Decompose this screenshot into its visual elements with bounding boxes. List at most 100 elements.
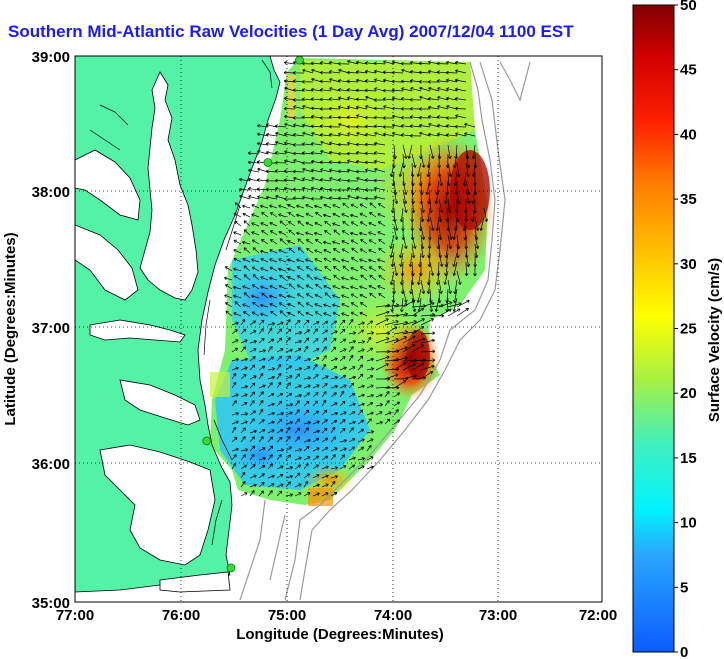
velocity-arrow <box>427 114 440 119</box>
velocity-arrow <box>294 456 302 461</box>
velocity-arrow <box>301 161 314 165</box>
velocity-arrow <box>341 294 350 299</box>
velocity-arrow <box>390 252 395 268</box>
velocity-arrow <box>231 366 239 371</box>
velocity-arrow <box>341 276 350 281</box>
velocity-arrow <box>342 202 350 209</box>
velocity-arrow <box>339 400 346 407</box>
velocity-arrow <box>330 447 338 452</box>
velocity-arrow <box>357 321 365 326</box>
velocity-arrow <box>330 411 338 416</box>
velocity-arrow <box>419 95 431 101</box>
velocity-arrow <box>274 178 287 183</box>
velocity-arrow <box>375 310 390 317</box>
velocity-arrow <box>368 231 377 236</box>
velocity-arrow <box>258 408 264 416</box>
velocity-arrow <box>312 392 319 398</box>
velocity-arrow <box>337 160 350 165</box>
velocity-arrow <box>409 97 422 102</box>
velocity-arrow <box>330 392 337 398</box>
velocity-arrow <box>378 265 386 272</box>
velocity-arrow <box>366 456 374 461</box>
velocity-arrow <box>249 410 256 416</box>
velocity-arrow <box>465 153 471 168</box>
velocity-arrow <box>348 438 356 443</box>
radar-station-marker <box>202 436 212 446</box>
velocity-arrow <box>339 454 345 461</box>
velocity-arrow <box>276 355 283 362</box>
velocity-arrow <box>249 464 256 470</box>
velocity-arrow <box>303 409 310 416</box>
velocity-arrow <box>402 363 416 371</box>
velocity-arrow <box>294 492 302 497</box>
velocity-arrow <box>310 186 323 191</box>
velocity-arrow <box>270 239 278 245</box>
velocity-arrow <box>240 464 248 470</box>
velocity-arrow <box>350 293 359 299</box>
velocity-arrow <box>285 474 293 479</box>
velocity-arrow <box>420 349 436 354</box>
velocity-arrow <box>276 465 284 470</box>
velocity-arrow <box>360 274 368 281</box>
velocity-arrow <box>332 222 341 227</box>
velocity-arrow <box>409 133 422 138</box>
velocity-arrow <box>231 426 237 434</box>
velocity-arrow <box>276 436 283 443</box>
velocity-arrow <box>311 176 323 182</box>
velocity-arrow <box>474 234 480 249</box>
velocity-arrow <box>231 381 237 389</box>
velocity-arrow <box>287 303 296 308</box>
velocity-arrow <box>373 61 386 66</box>
velocity-arrow <box>445 116 458 120</box>
velocity-arrow <box>303 366 311 371</box>
velocity-arrow <box>365 168 377 173</box>
velocity-arrow <box>332 311 341 317</box>
velocity-arrow <box>342 220 350 227</box>
velocity-arrow <box>240 373 247 380</box>
velocity-arrow <box>357 393 365 398</box>
velocity-arrow <box>314 267 323 272</box>
velocity-arrow <box>303 473 310 479</box>
velocity-arrow <box>240 448 249 452</box>
velocity-arrow <box>420 370 434 380</box>
velocity-arrow <box>225 310 233 317</box>
velocity-arrow <box>359 311 368 317</box>
velocity-arrow <box>401 87 413 92</box>
velocity-arrow <box>251 258 260 263</box>
velocity-arrow <box>320 149 332 155</box>
velocity-arrow <box>456 307 469 317</box>
velocity-arrow <box>393 336 407 344</box>
velocity-arrow <box>314 231 323 236</box>
velocity-arrow <box>420 243 425 259</box>
velocity-arrow <box>437 87 449 92</box>
velocity-arrow <box>355 150 368 155</box>
velocity-arrow <box>265 195 278 200</box>
velocity-arrow <box>243 274 251 281</box>
velocity-arrow <box>364 160 377 165</box>
velocity-arrow <box>330 375 338 380</box>
velocity-arrow <box>350 302 359 308</box>
velocity-arrow <box>368 239 377 245</box>
velocity-arrow <box>324 229 332 236</box>
velocity-arrow <box>303 384 311 389</box>
velocity-arrow <box>355 78 368 83</box>
velocity-arrow <box>373 69 386 74</box>
velocity-arrow <box>328 124 341 129</box>
velocity-arrow <box>321 355 327 362</box>
velocity-arrow <box>382 97 395 101</box>
velocity-arrow <box>408 252 413 268</box>
velocity-arrow <box>366 430 375 434</box>
velocity-arrow <box>302 167 314 173</box>
velocity-arrow <box>321 455 329 461</box>
velocity-arrow <box>399 252 404 268</box>
velocity-arrow <box>260 312 269 317</box>
velocity-arrow <box>350 266 359 272</box>
velocity-arrow <box>240 436 246 443</box>
velocity-arrow <box>283 106 296 111</box>
velocity-arrow <box>242 257 251 263</box>
velocity-arrow <box>465 189 471 204</box>
velocity-arrow <box>339 366 347 371</box>
velocity-arrow <box>267 382 273 389</box>
velocity-arrow <box>357 340 366 344</box>
velocity-arrow <box>401 68 413 74</box>
